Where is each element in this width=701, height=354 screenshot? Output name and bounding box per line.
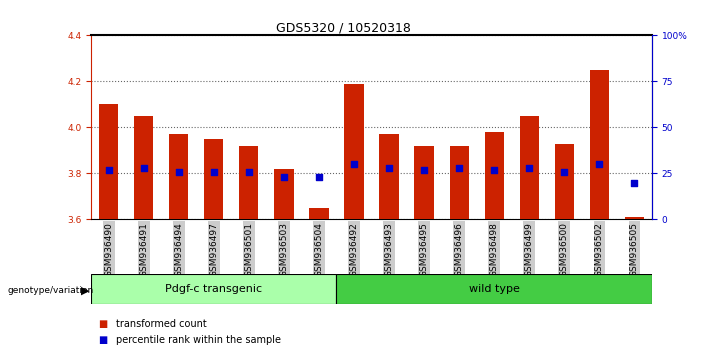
- Bar: [239, 146, 259, 219]
- Point: [524, 165, 535, 171]
- Bar: [204, 139, 224, 219]
- Bar: [91, 274, 336, 304]
- Bar: [309, 208, 329, 219]
- Bar: [414, 146, 434, 219]
- Text: ■: ■: [98, 335, 107, 345]
- Text: transformed count: transformed count: [116, 319, 206, 329]
- Point: [243, 169, 254, 175]
- Bar: [169, 134, 189, 219]
- Point: [454, 165, 465, 171]
- Point: [418, 167, 430, 173]
- Bar: [379, 134, 399, 219]
- Text: wild type: wild type: [469, 284, 519, 295]
- Bar: [590, 70, 609, 219]
- Bar: [336, 274, 652, 304]
- Bar: [344, 84, 364, 219]
- Text: ■: ■: [98, 319, 107, 329]
- Bar: [484, 132, 504, 219]
- Bar: [519, 116, 539, 219]
- Point: [278, 174, 290, 180]
- Point: [594, 161, 605, 167]
- Point: [383, 165, 395, 171]
- Bar: [625, 217, 644, 219]
- Point: [138, 165, 149, 171]
- Bar: [274, 169, 294, 219]
- Title: GDS5320 / 10520318: GDS5320 / 10520318: [276, 21, 411, 34]
- Bar: [449, 146, 469, 219]
- Bar: [554, 143, 574, 219]
- Text: ▶: ▶: [81, 286, 89, 296]
- Point: [208, 169, 219, 175]
- Text: genotype/variation: genotype/variation: [7, 286, 93, 296]
- Point: [103, 167, 114, 173]
- Point: [489, 167, 500, 173]
- Text: Pdgf-c transgenic: Pdgf-c transgenic: [165, 284, 262, 295]
- Point: [629, 180, 640, 185]
- Text: percentile rank within the sample: percentile rank within the sample: [116, 335, 280, 345]
- Point: [559, 169, 570, 175]
- Point: [348, 161, 360, 167]
- Bar: [99, 104, 118, 219]
- Point: [313, 174, 325, 180]
- Bar: [134, 116, 154, 219]
- Point: [173, 169, 184, 175]
